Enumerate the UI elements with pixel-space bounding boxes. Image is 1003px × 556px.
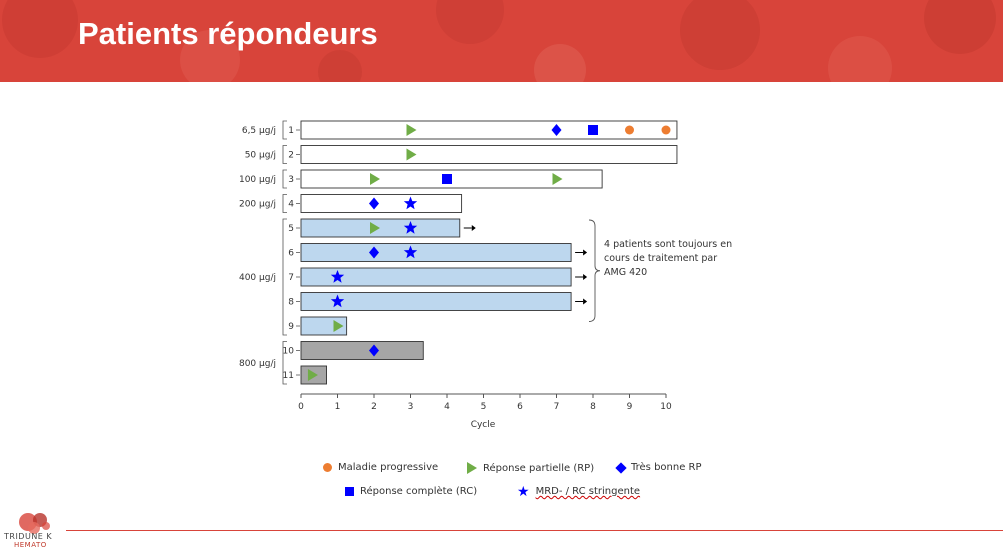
dose-group-bracket — [282, 341, 287, 385]
marker-partial-response — [370, 173, 380, 185]
dose-group-label: 200 µg/j — [239, 200, 276, 210]
legend-item-very-good: Très bonne RP — [615, 461, 702, 474]
x-tick-label: 0 — [298, 402, 304, 412]
patient-id-label: 2 — [288, 151, 294, 161]
marker-mrd-stringent — [403, 196, 418, 210]
dose-group-label: 400 µg/j — [239, 273, 276, 283]
marker-partial-response — [333, 320, 344, 332]
dose-group-label: 800 µg/j — [239, 359, 276, 369]
x-tick-label: 3 — [408, 402, 414, 412]
patient-id-label: 11 — [283, 371, 294, 381]
x-tick-label: 2 — [371, 402, 377, 412]
logo-subtext: HEMATO — [14, 541, 47, 549]
legend-item-mrd: ★ MRD- / RC stringente — [517, 483, 641, 500]
header-background-pattern — [2, 0, 996, 82]
legend-label: Réponse complète (RC) — [360, 486, 478, 497]
x-tick-label: 9 — [627, 402, 633, 412]
patient-id-label: 3 — [288, 175, 294, 185]
marker-mrd-stringent — [330, 270, 345, 283]
marker-partial-response — [552, 173, 563, 185]
legend-square-icon — [345, 487, 354, 496]
patient-id-label: 1 — [288, 126, 294, 136]
patient-bar — [300, 267, 572, 287]
x-tick-label: 1 — [335, 402, 341, 412]
marker-complete-response — [588, 125, 598, 135]
marker-complete-response — [442, 174, 452, 184]
x-axis-label: Cycle — [471, 420, 496, 430]
marker-very-good-response — [551, 124, 562, 136]
dose-group-label: 6,5 µg/j — [242, 126, 276, 136]
patient-bar — [300, 218, 461, 238]
marker-mrd-stringent — [330, 294, 345, 308]
ongoing-annotation-text: AMG 420 — [604, 267, 647, 278]
patient-id-label: 10 — [283, 347, 295, 357]
marker-partial-response — [406, 124, 417, 136]
ongoing-arrow-head — [583, 298, 588, 305]
patient-id-label: 6 — [288, 249, 294, 259]
legend-diamond-icon — [615, 461, 627, 474]
marker-mrd-stringent — [403, 221, 418, 234]
marker-partial-response — [406, 148, 417, 161]
marker-very-good-response — [369, 246, 379, 259]
patient-id-label: 7 — [288, 273, 294, 283]
x-tick-label: 10 — [660, 402, 672, 412]
tridune-logo-icon — [19, 513, 50, 534]
legend-item-partial: Réponse partielle (RP) — [467, 462, 594, 474]
ongoing-arrow-head — [583, 274, 588, 280]
slide-header: Patients répondeurs — [0, 0, 1003, 82]
dose-group-label: 50 µg/j — [245, 151, 276, 161]
x-tick-label: 8 — [590, 402, 596, 412]
dose-group-bracket — [282, 194, 287, 213]
x-tick-label: 7 — [554, 402, 560, 412]
marker-progressive-disease — [661, 125, 671, 135]
patient-bar — [300, 341, 424, 360]
legend-label: Très bonne RP — [631, 462, 702, 473]
legend-label: Réponse partielle (RP) — [483, 462, 595, 474]
ongoing-annotation-text: cours de traitement par — [604, 253, 717, 264]
legend-star-icon: ★ — [517, 483, 530, 500]
patient-bar — [300, 243, 572, 262]
footer-divider — [66, 530, 1003, 531]
patient-id-label: 4 — [288, 200, 294, 210]
patient-id-label: 5 — [288, 224, 294, 234]
legend-label: Maladie progressive — [338, 462, 439, 473]
page-title: Patients répondeurs — [78, 16, 378, 51]
patient-bar — [300, 120, 678, 140]
ongoing-arrow-head — [583, 249, 588, 256]
legend-item-complete: Réponse complète (RC) — [345, 486, 477, 497]
dose-group-bracket — [282, 145, 287, 164]
x-tick-label: 6 — [517, 402, 523, 412]
x-tick-label: 5 — [481, 402, 487, 412]
marker-partial-response — [307, 369, 318, 381]
dose-group-label: 100 µg/j — [239, 175, 276, 185]
patient-bar — [300, 292, 572, 311]
x-tick-label: 4 — [444, 402, 450, 412]
patient-bar — [300, 145, 678, 164]
ongoing-annotation-text: 4 patients sont toujours en — [604, 239, 732, 250]
ongoing-group-bracket — [588, 219, 601, 322]
dose-group-bracket — [282, 218, 287, 336]
patient-id-label: 9 — [288, 322, 294, 332]
marker-progressive-disease — [625, 125, 634, 135]
marker-very-good-response — [369, 197, 379, 210]
patient-id-label: 8 — [288, 298, 294, 308]
patient-bar — [300, 194, 463, 213]
marker-mrd-stringent — [403, 245, 418, 259]
marker-very-good-response — [369, 344, 379, 357]
legend-item-progressive: Maladie progressive — [323, 462, 438, 473]
marker-partial-response — [370, 222, 380, 234]
legend-triangle-icon — [467, 462, 477, 474]
dose-group-bracket — [282, 120, 287, 140]
logo-text: TRIDUNE K — [4, 532, 53, 541]
ongoing-arrow-head — [471, 225, 476, 231]
dose-group-bracket — [282, 169, 287, 189]
legend-label: MRD- / RC stringente — [535, 486, 641, 497]
legend-circle-icon — [323, 463, 332, 472]
